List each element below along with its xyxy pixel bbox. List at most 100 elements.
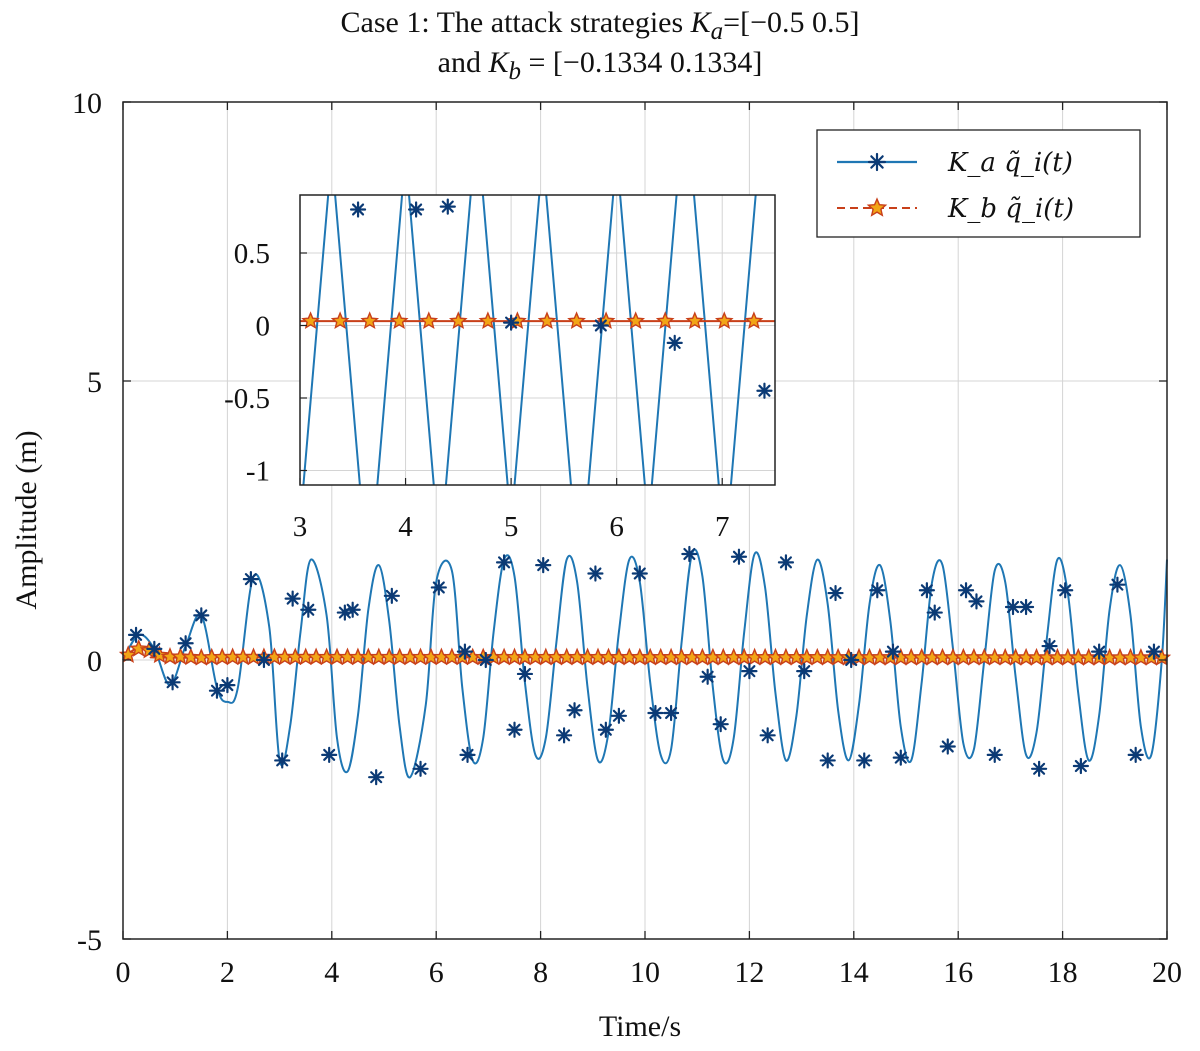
series-ka-line	[122, 548, 1168, 779]
inset-kb-marker-9	[567, 311, 586, 330]
x-tick-label-4: 4	[324, 956, 339, 989]
ka-marker-62	[1109, 576, 1126, 593]
kb-marker-1	[129, 638, 149, 657]
legend-ka-marker	[867, 152, 887, 172]
legend-kb-text: K_b q̃_i(t)	[947, 194, 1074, 224]
ka-value: =[−0.5 0.5]	[723, 6, 860, 39]
ka-marker-33	[662, 704, 680, 722]
legend-box	[816, 129, 1141, 238]
inset-kb-marker-4	[419, 311, 439, 330]
ka-marker-43	[827, 584, 844, 602]
inset-plot-area	[300, 195, 775, 485]
ka-marker-6	[219, 677, 236, 694]
inset-x-tick-label-4: 4	[398, 511, 413, 543]
legend: K_a q̃_i(t) K_b q̃_i(t)	[816, 129, 1141, 238]
ka-marker-45	[856, 752, 873, 769]
x-tick-label-12: 12	[734, 956, 764, 989]
ka-marker-21	[477, 651, 494, 669]
ka-marker-26	[555, 727, 573, 744]
inset-ka-marker-3	[503, 314, 520, 331]
ka-marker-29	[597, 721, 614, 738]
inset-x-tick-label-5: 5	[504, 511, 519, 543]
inset-frame	[299, 194, 776, 486]
ka-marker-61	[1091, 643, 1108, 660]
x-tick-label-20: 20	[1152, 956, 1182, 989]
ka-marker-58	[1041, 637, 1058, 655]
x-tick-label-2: 2	[220, 956, 235, 989]
ka-marker-7	[242, 570, 259, 588]
ka-marker-42	[819, 752, 836, 769]
ka-marker-44	[843, 651, 860, 669]
inset-chart: 3 4 5 6 7 0.5 0 -0.5 -1	[224, 194, 776, 543]
x-tick-label-16: 16	[943, 956, 973, 989]
legend-ka-label: K_a q̃_i(t)	[947, 148, 1073, 178]
inset-x-tick-label-6: 6	[609, 511, 624, 543]
ka-marker-36	[712, 716, 729, 733]
ka-marker-15	[368, 769, 385, 786]
ka-marker-11	[300, 601, 317, 618]
inset-ka-marker-5	[666, 334, 683, 351]
inset-kb-marker-15	[744, 311, 764, 330]
inset-kb-marker-8	[537, 311, 557, 330]
ka-marker-22	[495, 554, 513, 571]
ka-marker-55	[1004, 598, 1022, 616]
ka-marker-18	[430, 579, 447, 596]
ka-marker-4	[193, 607, 210, 624]
ka-marker-41	[796, 663, 813, 680]
inset-kb-marker-6	[478, 311, 498, 330]
inset-y-tick-label--1: -1	[246, 456, 270, 488]
ka-marker-20	[459, 746, 476, 763]
ka-marker-14	[344, 601, 361, 618]
ka-marker-52	[957, 582, 975, 599]
ka-marker-60	[1072, 757, 1089, 775]
inset-ka-marker-6	[756, 382, 773, 399]
ka-marker-8	[255, 651, 273, 669]
chart-title-line-1: Case 1: The attack strategies Ka=[−0.5 0…	[0, 6, 1200, 46]
ka-marker-64	[1145, 643, 1163, 660]
inset-kb-marker-12	[655, 311, 675, 330]
ka-marker-38	[741, 663, 758, 680]
x-axis-label: Time/s	[599, 1010, 681, 1043]
y-tick-label-5: 5	[87, 366, 102, 399]
legend-kb-label: K_b q̃_i(t)	[947, 194, 1074, 224]
ka-marker-12	[321, 746, 338, 763]
ka-marker-31	[631, 565, 648, 582]
inset-kb-marker-13	[685, 311, 705, 330]
ka-marker-51	[939, 738, 956, 755]
x-tick-label-18: 18	[1048, 956, 1078, 989]
x-tick-label-8: 8	[533, 956, 548, 989]
ka-marker-25	[535, 557, 552, 574]
ka-marker-49	[918, 582, 935, 599]
ka-marker-23	[506, 721, 523, 738]
ka-marker-63	[1127, 746, 1144, 763]
ka-marker-10	[284, 590, 301, 607]
ka-marker-40	[777, 554, 795, 571]
ka-marker-48	[892, 749, 909, 766]
inset-ka-marker-0	[349, 201, 367, 218]
ka-marker-1	[146, 640, 163, 657]
x-tick-label-6: 6	[429, 956, 444, 989]
ka-marker-2	[164, 674, 181, 691]
inset-kb-marker-5	[448, 311, 468, 330]
chart-title-line-2: and Kb = [−0.1334 0.1334]	[0, 46, 1200, 86]
kb-symbol: K	[488, 46, 509, 79]
ka-marker-32	[647, 704, 664, 722]
kb-value: = [−0.1334 0.1334]	[521, 46, 763, 79]
ka-marker-27	[566, 702, 583, 719]
ka-subscript: a	[710, 18, 724, 45]
inset-kb-marker-14	[714, 311, 734, 330]
ka-marker-19	[456, 643, 474, 660]
legend-kb-marker	[866, 197, 888, 217]
ka-marker-9	[274, 752, 291, 769]
x-tick-label-0: 0	[116, 956, 131, 989]
ka-marker-24	[516, 665, 534, 683]
ka-marker-28	[587, 565, 604, 582]
ka-marker-54	[986, 746, 1003, 763]
ka-marker-35	[699, 668, 716, 685]
ka-marker-39	[759, 727, 776, 744]
y-tick-label-0: 0	[87, 645, 102, 678]
ka-marker-47	[884, 643, 902, 660]
ka-marker-3	[177, 635, 194, 652]
